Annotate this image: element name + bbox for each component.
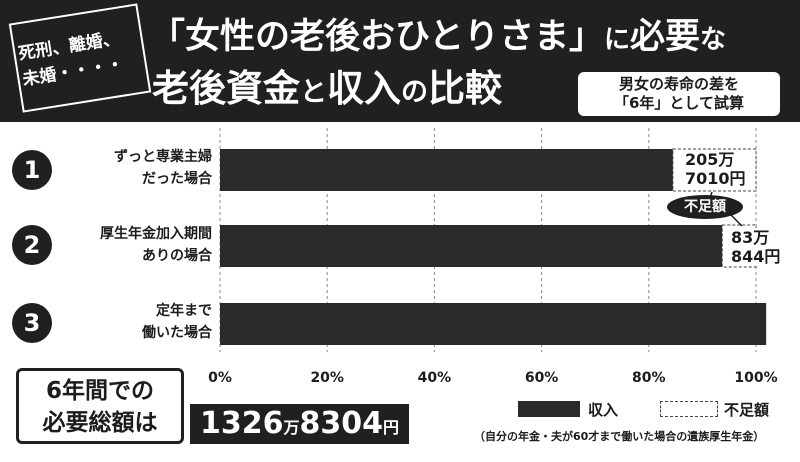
shortfall-annotation-2: 83万 844円	[729, 228, 783, 266]
x-tick-label: 60%	[525, 370, 559, 386]
row-label-1: ずっと専業主婦 だった場合	[22, 146, 212, 190]
assumption-note: 男女の寿命の差を 「6年」として試算	[578, 72, 780, 116]
total-value-num2: 8304	[299, 406, 384, 441]
legend-swatch-shortfall	[660, 401, 718, 417]
title1-part3: 必要	[629, 17, 700, 57]
row-number-2: 2	[12, 225, 52, 265]
title1-part2: に	[603, 25, 630, 55]
legend-label-income: 収入	[588, 401, 619, 419]
row-number-1: 1	[12, 150, 52, 190]
shortfall-1-line1: 205万	[685, 150, 735, 169]
total-label-line2: 必要総額は	[42, 410, 158, 436]
legend-label-shortfall: 不足額	[724, 401, 770, 419]
bar-income	[220, 225, 723, 267]
x-tick-label: 0%	[208, 370, 232, 386]
x-tick-label: 80%	[632, 370, 666, 386]
total-value-box: 1326万8304円	[190, 404, 410, 444]
total-value-unit1: 万	[283, 418, 300, 437]
row-label-3-line1: 定年まで	[156, 303, 212, 319]
row-label-2-line2: ありの場合	[142, 248, 212, 264]
title-line-1: 「女性の老後おひとりさま」に必要な	[150, 8, 726, 59]
shortfall-annotation-1: 205万 7010円	[683, 150, 748, 188]
row-label-2: 厚生年金加入期間 ありの場合	[22, 223, 212, 267]
title-line-2: 老後資金と収入の比較	[152, 58, 502, 112]
note-line-2: 「6年」として試算	[614, 94, 744, 112]
bar-income	[220, 303, 767, 345]
total-value-unit2: 円	[383, 418, 400, 437]
total-value-num1: 1326	[200, 406, 284, 441]
row-label-2-line1: 厚生年金加入期間	[100, 226, 212, 242]
row-label-3: 定年まで 働いた場合	[22, 300, 212, 344]
row-label-1-line2: だった場合	[142, 171, 212, 187]
note-line-1: 男女の寿命の差を	[618, 75, 739, 93]
total-label-box: 6年間での 必要総額は	[16, 368, 184, 444]
x-tick-label: 20%	[310, 370, 344, 386]
shortfall-2-line1: 83万	[731, 228, 770, 247]
title1-part4: な	[699, 25, 726, 55]
x-tick-label: 40%	[418, 370, 452, 386]
shortfall-2-line2: 844円	[731, 247, 781, 266]
title2-part3: 収入	[327, 67, 401, 110]
total-label-line1: 6年間での	[45, 378, 154, 404]
title2-part2: と	[300, 77, 327, 108]
footnote: （自分の年金・夫が60才まで働いた場合の遺族厚生年金）	[474, 430, 765, 443]
shortfall-oval-label: 不足額	[667, 195, 743, 219]
x-tick-label: 100%	[734, 370, 777, 386]
tag-badge: 死刑、離婚、 未婚・・・・	[3, 0, 156, 116]
row-label-3-line2: 働いた場合	[142, 325, 212, 341]
title2-part4: の	[401, 77, 428, 108]
title1-part1: 「女性の老後おひとりさま」	[150, 17, 604, 57]
legend-swatch-income	[518, 401, 580, 417]
title2-part1: 老後資金	[152, 67, 300, 110]
row-label-1-line1: ずっと専業主婦	[114, 149, 212, 165]
tag-border-shape	[8, 3, 152, 113]
bar-income	[220, 149, 673, 191]
shortfall-1-line2: 7010円	[685, 169, 746, 188]
header-banner: 死刑、離婚、 未婚・・・・ 「女性の老後おひとりさま」に必要な 老後資金と収入の…	[0, 0, 800, 122]
row-number-3: 3	[12, 303, 52, 343]
title2-part5: 比較	[428, 67, 502, 110]
